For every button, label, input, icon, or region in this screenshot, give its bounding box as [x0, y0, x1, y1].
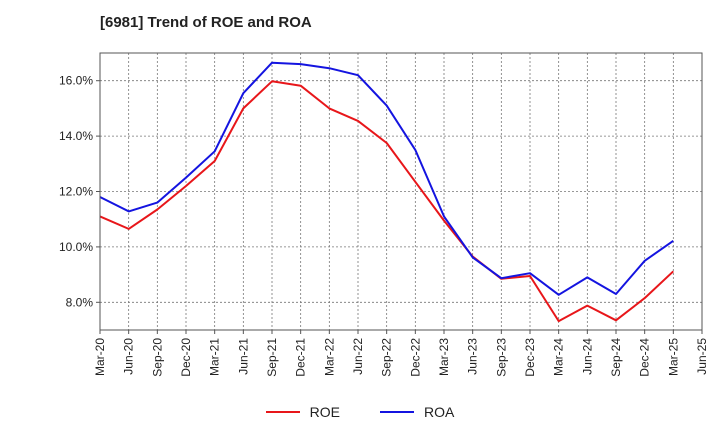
x-tick-label: Mar-21	[208, 338, 222, 376]
x-tick-label: Jun-23	[466, 338, 480, 375]
axes: 8.0% 10.0% 12.0% 14.0% 16.0% Mar-20 Jun-20 Sep-…	[59, 52, 709, 377]
x-tick-label: Dec-24	[638, 338, 652, 377]
x-tick-label: Mar-22	[322, 338, 336, 376]
x-tick-label: Sep-22	[380, 338, 394, 377]
x-tick-label: Dec-22	[408, 338, 422, 377]
series-lines	[99, 61, 674, 323]
legend-label-roa: ROA	[424, 404, 455, 420]
y-tick-label: 10.0%	[59, 240, 93, 254]
legend: ROE ROA	[0, 404, 720, 420]
grid-lines	[99, 53, 703, 330]
x-tick-label: Mar-25	[666, 338, 680, 376]
x-tick-label: Dec-21	[294, 338, 308, 377]
y-tick-label: 12.0%	[59, 185, 93, 199]
x-tick-label: Jun-20	[122, 338, 136, 375]
x-tick-label: Sep-23	[494, 338, 508, 377]
x-tick-label: Sep-21	[265, 338, 279, 377]
x-tick-label: Jun-21	[236, 338, 250, 375]
x-tick-label: Sep-20	[150, 338, 164, 377]
y-tick-label: 14.0%	[59, 129, 93, 143]
x-tick-label: Dec-23	[523, 338, 537, 377]
x-tick-label: Mar-23	[437, 338, 451, 376]
legend-swatch-roe	[265, 411, 300, 413]
legend-swatch-roa	[380, 411, 414, 413]
legend-item-roa: ROA	[380, 404, 454, 420]
x-tick-label: Sep-24	[609, 338, 623, 377]
x-tick-label: Jun-24	[580, 338, 594, 375]
y-tick-label: 8.0%	[66, 295, 94, 309]
x-tick-label: Mar-20	[93, 338, 107, 376]
legend-item-roe: ROE	[265, 404, 340, 420]
x-tick-label: Jun-25	[695, 338, 709, 375]
y-tick-label: 16.0%	[59, 74, 93, 88]
x-tick-label: Jun-22	[351, 338, 365, 375]
x-tick-label: Dec-20	[179, 338, 193, 377]
legend-label-roe: ROE	[309, 404, 340, 420]
chart-title: [6981] Trend of ROE and ROA	[100, 14, 312, 31]
series-line-roa	[99, 61, 674, 296]
x-tick-label: Mar-24	[552, 338, 566, 376]
series-line-roe	[99, 80, 674, 323]
